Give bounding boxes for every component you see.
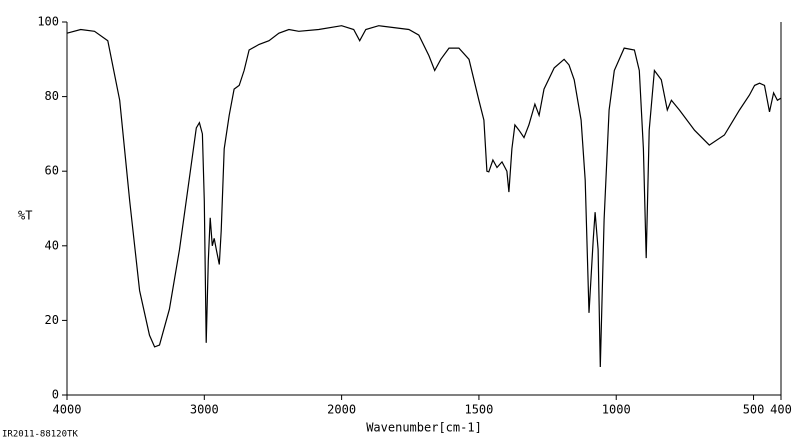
x-tick-label: 2000: [327, 403, 356, 417]
y-tick-label: 20: [45, 313, 59, 327]
x-axis-label: Wavenumber[cm-1]: [366, 421, 482, 435]
x-tick-label: 1000: [602, 403, 631, 417]
y-tick-label: 0: [52, 388, 59, 402]
y-tick-label: 60: [45, 164, 59, 178]
x-tick-label: 3000: [190, 403, 219, 417]
y-tick-label: 80: [45, 89, 59, 103]
x-tick-label: 500: [743, 403, 765, 417]
x-tick-label: 400: [770, 403, 792, 417]
y-tick-label: 40: [45, 238, 59, 252]
y-tick-label: 100: [37, 15, 59, 29]
x-tick-label: 4000: [53, 403, 82, 417]
x-tick-label: 1500: [464, 403, 493, 417]
spectrum-line: [66, 25, 782, 368]
footnote: IR2011-88120TK: [2, 430, 78, 440]
y-axis-label: %T: [18, 209, 32, 223]
